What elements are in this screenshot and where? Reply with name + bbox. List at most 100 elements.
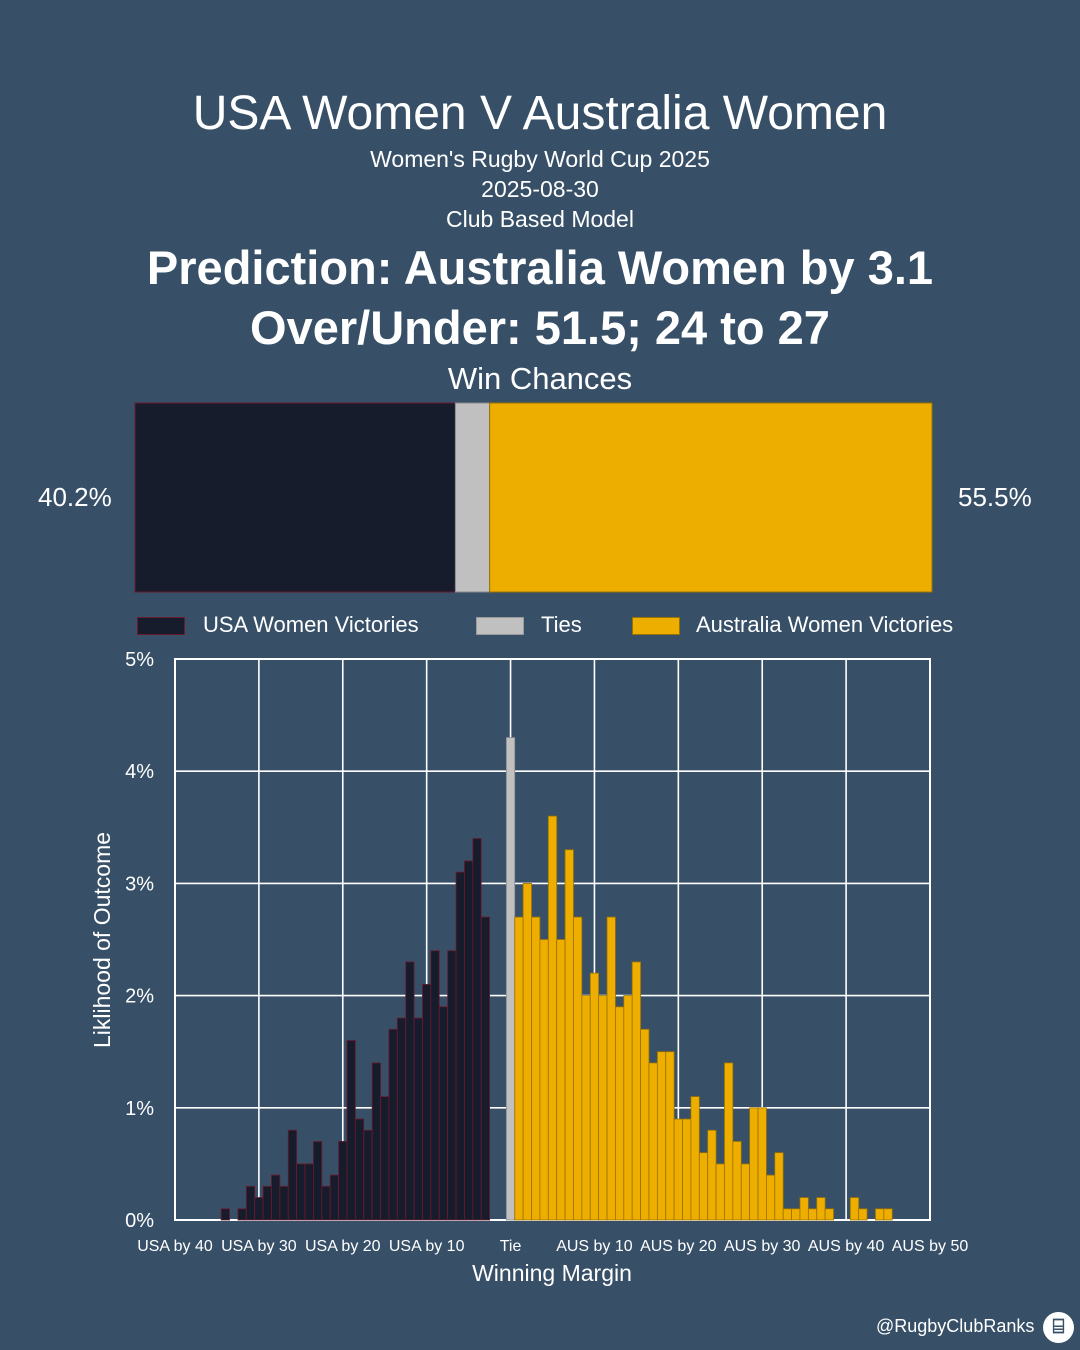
bar-aus [766, 1174, 776, 1221]
bar-aus [698, 1152, 709, 1221]
bar-aus [875, 1208, 885, 1221]
bar-aus [556, 939, 566, 1221]
x-tick-label: AUS by 40 [808, 1238, 885, 1255]
bar-aus [514, 916, 524, 1221]
bar-usa [464, 860, 474, 1221]
bar-usa [396, 1017, 407, 1221]
legend-swatch-usa [137, 617, 185, 635]
bar-usa [254, 1197, 264, 1221]
bar-aus [623, 995, 633, 1221]
bar-aus [547, 815, 558, 1221]
bar-usa [287, 1129, 298, 1221]
bar-aus [774, 1152, 784, 1221]
x-tick-label: USA by 30 [221, 1238, 297, 1255]
bar-aus [598, 995, 608, 1221]
bar-tie [505, 737, 516, 1221]
bar-usa [346, 1040, 356, 1221]
bar-usa [422, 983, 432, 1221]
bar-aus [615, 1006, 625, 1221]
bar-aus [791, 1208, 801, 1221]
bar-aus [522, 883, 532, 1221]
margin-histogram: 0% 1% 2% 3% 4% 5% USA by 40 USA by 30 USA by 20 U… [89, 649, 968, 1286]
logo-icon: ⌸ [1043, 1312, 1074, 1343]
bar-aus [799, 1197, 809, 1221]
x-tick-label: AUS by 20 [640, 1238, 717, 1255]
bar-aus [724, 1062, 734, 1221]
bar-usa [296, 1163, 306, 1221]
bar-usa [363, 1129, 373, 1221]
x-tick-label: USA by 40 [137, 1238, 213, 1255]
legend-label-usa: USA Women Victories [203, 612, 419, 637]
bar-usa [271, 1174, 281, 1221]
bar-usa [413, 1017, 423, 1221]
bar-aus [740, 1163, 751, 1221]
win-bar-tie [454, 402, 491, 593]
legend-swatch-aus [632, 617, 680, 635]
bar-usa [220, 1208, 230, 1221]
y-tick-label: 3% [125, 873, 154, 895]
bar-aus [707, 1129, 717, 1221]
bar-usa [480, 916, 490, 1221]
x-tick-label: Tie [500, 1238, 522, 1255]
bar-usa [447, 950, 457, 1221]
bar-usa [338, 1141, 348, 1221]
x-tick-label: AUS by 30 [724, 1238, 801, 1255]
bar-aus [581, 995, 591, 1221]
x-tick-label: AUS by 10 [556, 1238, 633, 1255]
usa-win-percent: 40.2% [38, 482, 112, 512]
bar-aus [807, 1208, 818, 1221]
legend-swatch-tie [476, 617, 524, 635]
bar-usa [304, 1163, 314, 1221]
bar-usa [380, 1096, 390, 1221]
y-tick-label: 5% [125, 649, 154, 671]
bar-aus [690, 1096, 700, 1221]
over-under-text: Over/Under: 51.5; 24 to 27 [250, 301, 830, 354]
x-axis-label: Winning Margin [472, 1260, 632, 1286]
win-chances-label: Win Chances [447, 361, 633, 396]
chart-title: USA Women V Australia Women [192, 87, 888, 140]
bar-aus [858, 1208, 868, 1221]
bar-usa [262, 1185, 272, 1221]
legend-label-aus: Australia Women Victories [696, 612, 954, 637]
x-tick-label: USA by 20 [305, 1238, 381, 1255]
bar-aus [606, 916, 616, 1221]
bar-usa [321, 1185, 331, 1221]
bar-aus [539, 939, 549, 1221]
bar-aus [849, 1197, 860, 1221]
bar-usa [455, 871, 465, 1221]
bar-aus [564, 849, 574, 1221]
bar-aus [656, 1051, 667, 1221]
y-tick-label: 4% [125, 761, 154, 783]
bar-usa [237, 1208, 247, 1221]
bar-aus [883, 1208, 893, 1221]
x-tick-label: AUS by 50 [892, 1238, 969, 1255]
bar-aus [648, 1062, 658, 1221]
bar-aus [782, 1208, 792, 1221]
win-chance-bar [134, 402, 933, 593]
bar-aus [665, 1051, 675, 1221]
bar-aus [732, 1141, 742, 1221]
legend-label-tie: Ties [541, 612, 582, 637]
bar-aus [715, 1163, 725, 1221]
bar-usa [329, 1174, 339, 1221]
bar-aus [573, 916, 583, 1221]
bar-aus [816, 1197, 826, 1221]
bar-usa [430, 950, 440, 1221]
competition-subtitle: Women's Rugby World Cup 2025 [370, 146, 710, 172]
y-axis-label: Liklihood of Outcome [89, 832, 115, 1048]
match-date: 2025-08-30 [481, 176, 599, 202]
win-bar-usa [134, 402, 456, 593]
bar-aus [824, 1208, 834, 1221]
bar-aus [673, 1118, 683, 1221]
y-tick-label: 1% [125, 1098, 154, 1120]
prediction-text: Prediction: Australia Women by 3.1 [146, 241, 934, 294]
bar-aus [757, 1107, 767, 1221]
y-tick-label: 0% [125, 1210, 154, 1232]
bar-usa [354, 1118, 365, 1221]
bar-usa [245, 1185, 256, 1221]
x-tick-label: USA by 10 [389, 1238, 465, 1255]
bar-usa [405, 961, 415, 1221]
bar-usa [388, 1028, 398, 1221]
bar-usa [313, 1141, 323, 1221]
